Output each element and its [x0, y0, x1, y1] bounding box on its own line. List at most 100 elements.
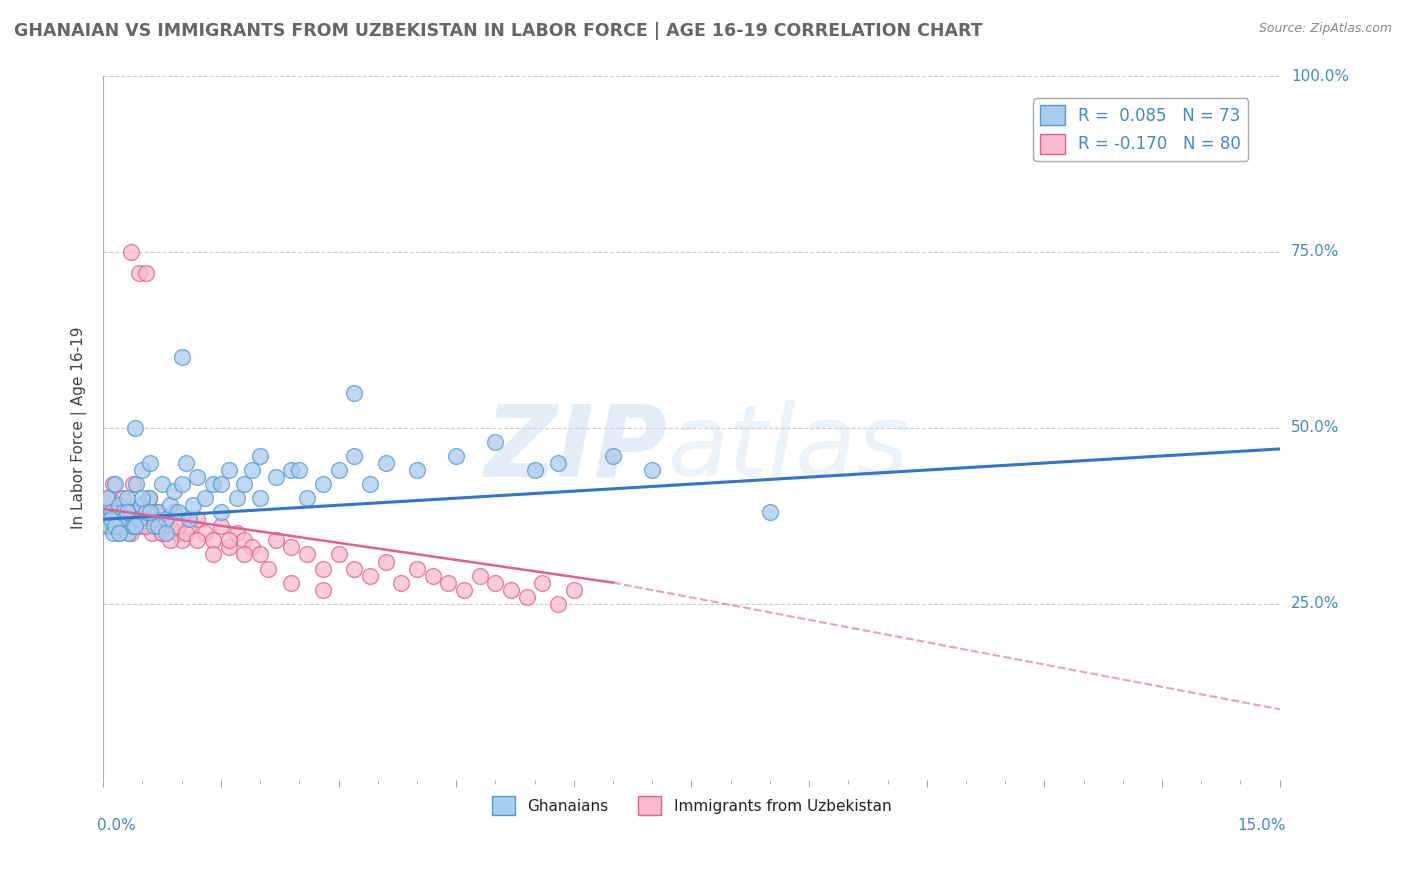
Text: 100.0%: 100.0%: [1291, 69, 1348, 84]
Text: 25.0%: 25.0%: [1291, 596, 1339, 611]
Point: [209, 505, 232, 519]
Text: 15.0%: 15.0%: [1237, 818, 1285, 833]
Point: [104, 477, 127, 491]
Point: [105, 512, 128, 526]
Point: [484, 434, 506, 449]
Point: [343, 449, 366, 463]
Point: [124, 421, 146, 435]
Point: [280, 541, 302, 555]
Point: [179, 519, 201, 533]
Point: [131, 491, 153, 506]
Point: [101, 477, 124, 491]
Point: [468, 568, 491, 582]
Text: ZIP: ZIP: [485, 401, 668, 498]
Point: [150, 526, 173, 541]
Point: [129, 512, 152, 526]
Point: [257, 561, 280, 575]
Point: [115, 505, 138, 519]
Point: [139, 505, 162, 519]
Point: [759, 505, 782, 519]
Point: [163, 505, 186, 519]
Point: [499, 582, 522, 597]
Point: [166, 505, 188, 519]
Text: atlas: atlas: [668, 401, 910, 498]
Point: [209, 477, 232, 491]
Point: [295, 548, 318, 562]
Point: [328, 548, 350, 562]
Point: [159, 533, 181, 548]
Point: [453, 582, 475, 597]
Point: [141, 526, 163, 541]
Point: [143, 512, 166, 526]
Point: [437, 575, 460, 590]
Point: [389, 575, 412, 590]
Point: [233, 533, 256, 548]
Point: [120, 526, 142, 541]
Point: [104, 512, 127, 526]
Point: [218, 463, 240, 477]
Point: [101, 526, 124, 541]
Point: [128, 505, 150, 519]
Point: [104, 505, 127, 519]
Point: [163, 484, 186, 499]
Point: [115, 512, 138, 526]
Point: [146, 505, 169, 519]
Point: [98, 491, 121, 506]
Point: [264, 533, 287, 548]
Point: [150, 477, 173, 491]
Point: [641, 463, 664, 477]
Point: [96, 519, 118, 533]
Point: [128, 266, 150, 280]
Point: [122, 477, 145, 491]
Point: [166, 519, 188, 533]
Point: [179, 512, 201, 526]
Point: [359, 568, 381, 582]
Point: [531, 575, 554, 590]
Point: [108, 526, 131, 541]
Point: [280, 575, 302, 590]
Point: [110, 519, 132, 533]
Point: [131, 463, 153, 477]
Point: [523, 463, 546, 477]
Point: [117, 505, 139, 519]
Point: [374, 554, 396, 568]
Point: [374, 456, 396, 470]
Point: [114, 512, 136, 526]
Point: [343, 385, 366, 400]
Point: [444, 449, 467, 463]
Point: [170, 533, 193, 548]
Point: [104, 519, 127, 533]
Point: [120, 505, 142, 519]
Text: 0.0%: 0.0%: [97, 818, 136, 833]
Point: [128, 512, 150, 526]
Point: [135, 505, 157, 519]
Point: [139, 456, 162, 470]
Point: [170, 477, 193, 491]
Y-axis label: In Labor Force | Age 16-19: In Labor Force | Age 16-19: [72, 326, 87, 529]
Point: [125, 477, 148, 491]
Point: [225, 491, 247, 506]
Point: [96, 491, 118, 506]
Point: [174, 526, 197, 541]
Point: [218, 533, 240, 548]
Text: Source: ZipAtlas.com: Source: ZipAtlas.com: [1258, 22, 1392, 36]
Point: [143, 519, 166, 533]
Point: [249, 491, 271, 506]
Point: [98, 519, 121, 533]
Point: [100, 505, 122, 519]
Point: [117, 526, 139, 541]
Text: 50.0%: 50.0%: [1291, 420, 1339, 435]
Point: [225, 526, 247, 541]
Point: [240, 541, 263, 555]
Point: [547, 597, 569, 611]
Point: [406, 463, 429, 477]
Text: 75.0%: 75.0%: [1291, 244, 1339, 260]
Point: [108, 498, 131, 512]
Point: [295, 491, 318, 506]
Point: [155, 512, 177, 526]
Point: [194, 526, 217, 541]
Point: [135, 266, 157, 280]
Point: [312, 477, 335, 491]
Point: [202, 477, 225, 491]
Point: [264, 470, 287, 484]
